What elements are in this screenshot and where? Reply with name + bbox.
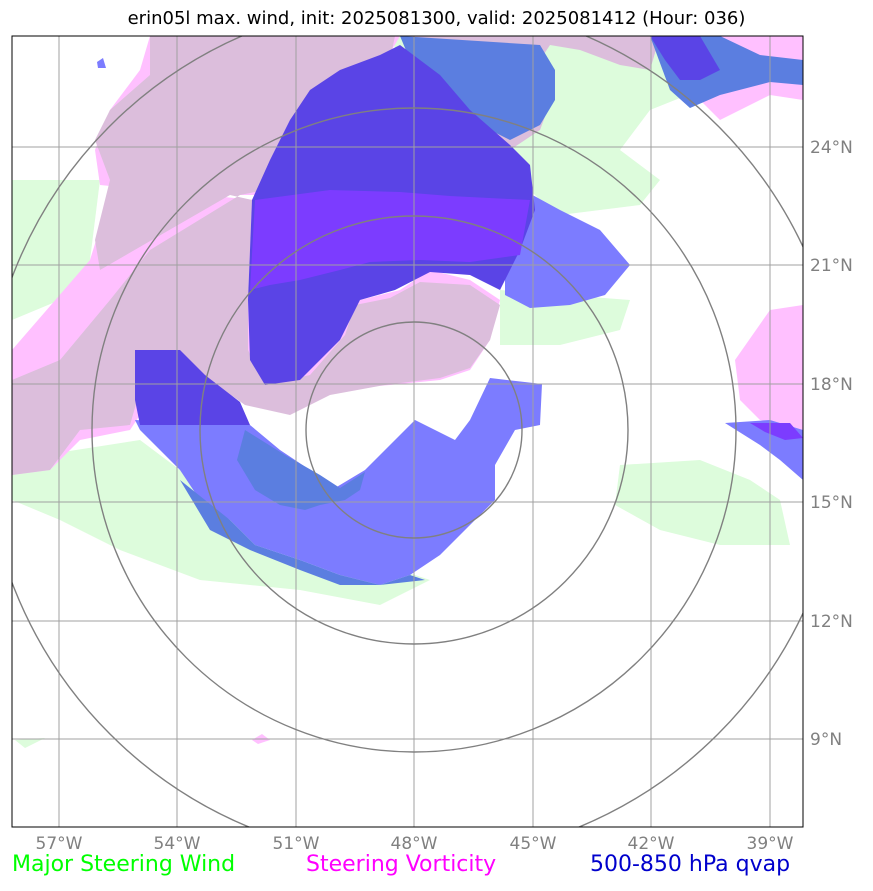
lat-label-18n: 18°N <box>810 375 853 395</box>
lat-label-15n: 15°N <box>810 493 853 513</box>
graticule <box>12 36 803 827</box>
lon-label-39w: 39°W <box>747 834 794 854</box>
range-rings <box>12 36 803 827</box>
lon-labels: 57°W 54°W 51°W 48°W 45°W 42°W 39°W <box>36 834 794 854</box>
wind-area-southwest-small <box>15 738 45 748</box>
legend-steering-wind: Major Steering Wind <box>12 852 236 877</box>
lon-label-48w: 48°W <box>391 834 438 854</box>
range-ring-3 <box>91 107 737 753</box>
lon-label-51w: 51°W <box>273 834 320 854</box>
lat-label-12n: 12°N <box>810 612 853 632</box>
overlap-area-main <box>12 36 500 475</box>
qvap-dark-west <box>135 350 250 425</box>
lon-label-45w: 45°W <box>510 834 557 854</box>
range-ring-1 <box>305 321 523 539</box>
legend-qvap: 500-850 hPa qvap <box>590 852 791 877</box>
lon-label-57w: 57°W <box>36 834 83 854</box>
vorticity-area-east <box>735 305 803 430</box>
qvap-dark-south <box>180 480 425 585</box>
lat-label-24n: 24°N <box>810 138 853 158</box>
qvap-dark-areas <box>135 36 803 585</box>
map-title: erin05l max. wind, init: 2025081300, val… <box>127 8 746 29</box>
lat-label-9n: 9°N <box>810 730 842 750</box>
legend-steering-vorticity: Steering Vorticity <box>306 852 497 877</box>
lon-label-54w: 54°W <box>154 834 201 854</box>
qvap-area-small <box>97 58 106 68</box>
lat-labels: 24°N 21°N 18°N 15°N 12°N 9°N <box>810 138 853 750</box>
lat-label-21n: 21°N <box>810 256 853 276</box>
qvap-area-south <box>135 378 542 585</box>
map-plot-area <box>12 36 803 827</box>
qvap-dark-northeast <box>650 36 720 80</box>
map-frame <box>11 35 804 828</box>
qvap-dark-east <box>750 423 803 440</box>
range-ring-2 <box>199 215 629 645</box>
qvap-area-north <box>400 36 555 140</box>
qvap-dark-southeast <box>237 430 365 510</box>
qvap-area-central <box>505 180 630 308</box>
lon-label-42w: 42°W <box>628 834 675 854</box>
wind-area-left <box>12 180 100 320</box>
